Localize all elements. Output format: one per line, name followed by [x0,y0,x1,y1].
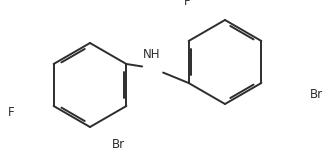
Text: F: F [8,105,15,119]
Text: Br: Br [112,138,124,151]
Text: NH: NH [143,49,161,61]
Text: F: F [184,0,190,8]
Text: Br: Br [310,88,323,102]
